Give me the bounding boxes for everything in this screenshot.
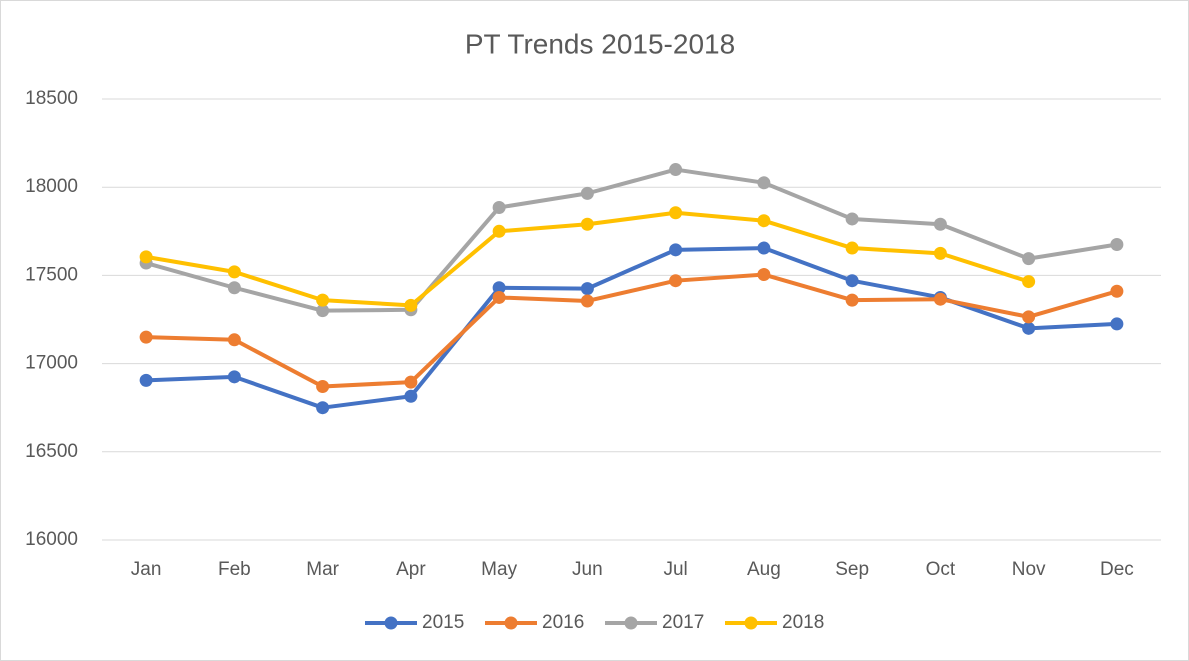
data-point: [316, 401, 330, 415]
data-point: [933, 217, 947, 231]
data-point: [227, 265, 241, 279]
x-tick-label: Jul: [663, 559, 687, 580]
legend-label: 2017: [662, 612, 704, 633]
x-tick-label: May: [481, 559, 517, 580]
data-point: [492, 224, 506, 238]
data-point: [669, 274, 683, 288]
data-point: [404, 298, 418, 312]
x-tick-label: Feb: [218, 559, 251, 580]
legend-marker: [624, 616, 638, 630]
x-tick-label: Sep: [835, 559, 869, 580]
legend-marker: [744, 616, 758, 630]
data-point: [1022, 321, 1036, 335]
data-point: [580, 217, 594, 231]
x-tick-label: Aug: [747, 559, 781, 580]
data-point: [492, 200, 506, 214]
x-tick-label: Dec: [1100, 559, 1134, 580]
data-point: [139, 373, 153, 387]
data-point: [757, 214, 771, 228]
data-point: [1110, 284, 1124, 298]
data-point: [404, 375, 418, 389]
data-point: [845, 293, 859, 307]
data-point: [669, 243, 683, 257]
data-point: [669, 163, 683, 177]
data-point: [757, 268, 771, 282]
data-point: [316, 380, 330, 394]
data-point: [845, 241, 859, 255]
x-tick-label: Oct: [926, 559, 956, 580]
data-point: [1022, 310, 1036, 324]
chart-title: PT Trends 2015-2018: [465, 28, 735, 59]
data-point: [492, 290, 506, 304]
data-point: [580, 186, 594, 200]
data-point: [757, 176, 771, 190]
data-point: [227, 281, 241, 295]
series-line: [144, 167, 1119, 313]
legend-marker: [384, 616, 398, 630]
legend-label: 2018: [782, 612, 824, 633]
data-point: [933, 246, 947, 260]
series-line: [144, 272, 1119, 389]
data-point: [580, 294, 594, 308]
data-point: [1110, 238, 1124, 252]
legend-label: 2016: [542, 612, 584, 633]
data-point: [139, 330, 153, 344]
data-point: [404, 389, 418, 403]
x-tick-label: Jan: [131, 559, 162, 580]
data-point: [227, 370, 241, 384]
y-tick-label: 18500: [25, 88, 78, 109]
data-point: [933, 292, 947, 306]
y-tick-label: 16500: [25, 441, 78, 462]
data-point: [757, 241, 771, 255]
y-tick-label: 18000: [25, 176, 78, 197]
data-point: [227, 333, 241, 347]
data-point: [1110, 317, 1124, 331]
data-point: [492, 281, 506, 295]
data-point: [139, 250, 153, 264]
x-tick-label: Nov: [1012, 559, 1046, 580]
x-tick-label: Mar: [306, 559, 339, 580]
data-point: [316, 304, 330, 318]
legend-label: 2015: [422, 612, 464, 633]
data-point: [1022, 275, 1036, 289]
data-point: [1022, 252, 1036, 266]
y-tick-label: 16000: [25, 529, 78, 550]
data-point: [845, 212, 859, 226]
legend-marker: [504, 616, 518, 630]
y-tick-label: 17500: [25, 264, 78, 285]
x-tick-label: Apr: [396, 559, 426, 580]
data-point: [580, 282, 594, 296]
data-point: [669, 206, 683, 220]
y-tick-label: 17000: [25, 353, 78, 374]
data-point: [845, 274, 859, 288]
x-tick-label: Jun: [572, 559, 603, 580]
data-point: [316, 293, 330, 307]
